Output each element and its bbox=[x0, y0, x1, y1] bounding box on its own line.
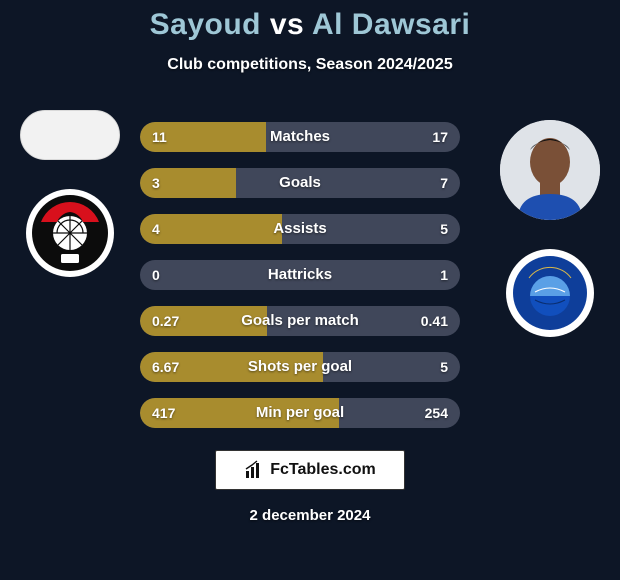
alhilal-badge-icon bbox=[505, 248, 595, 338]
stat-value-right: 5 bbox=[440, 352, 448, 382]
stat-value-right: 17 bbox=[432, 122, 448, 152]
stat-bar: Shots per goal6.67 5 bbox=[140, 352, 460, 382]
stat-value-left: 417 bbox=[152, 398, 175, 428]
site-name: FcTables.com bbox=[270, 461, 376, 479]
right-player-column bbox=[490, 120, 610, 338]
stat-bar: Goals3 7 bbox=[140, 168, 460, 198]
stat-value-right: 5 bbox=[440, 214, 448, 244]
stat-label: Assists bbox=[140, 214, 460, 244]
stat-value-left: 11 bbox=[152, 122, 167, 152]
player2-avatar-icon bbox=[500, 120, 600, 220]
stat-label: Goals bbox=[140, 168, 460, 198]
stat-value-left: 6.67 bbox=[152, 352, 179, 382]
stat-value-right: 7 bbox=[440, 168, 448, 198]
title-player2: Al Dawsari bbox=[312, 8, 470, 41]
stat-bar: Matches11 17 bbox=[140, 122, 460, 152]
comparison-infographic: Sayoud vs Al Dawsari Club competitions, … bbox=[0, 0, 620, 580]
stat-bar: Goals per match0.27 0.41 bbox=[140, 306, 460, 336]
stat-label: Min per goal bbox=[140, 398, 460, 428]
stat-value-left: 4 bbox=[152, 214, 160, 244]
stat-bar: Hattricks0 1 bbox=[140, 260, 460, 290]
stat-value-left: 3 bbox=[152, 168, 160, 198]
stat-label: Shots per goal bbox=[140, 352, 460, 382]
title-player1: Sayoud bbox=[150, 8, 261, 41]
player1-avatar bbox=[20, 110, 120, 160]
stat-value-left: 0 bbox=[152, 260, 160, 290]
stat-value-right: 0.41 bbox=[421, 306, 448, 336]
stats-bars: Matches11 17 Goals3 7 Assists4 5 Hattricks0 1 Go… bbox=[140, 122, 460, 444]
player1-club-badge bbox=[25, 188, 115, 278]
title-vs: vs bbox=[270, 8, 304, 41]
stat-value-left: 0.27 bbox=[152, 306, 179, 336]
alraed-badge-icon bbox=[25, 188, 115, 278]
site-badge: FcTables.com bbox=[215, 450, 405, 490]
player2-avatar bbox=[500, 120, 600, 220]
page-title: Sayoud vs Al Dawsari bbox=[0, 0, 620, 42]
stat-value-right: 254 bbox=[425, 398, 448, 428]
subtitle: Club competitions, Season 2024/2025 bbox=[0, 56, 620, 74]
stat-label: Goals per match bbox=[140, 306, 460, 336]
player2-club-badge bbox=[505, 248, 595, 338]
stat-bar: Min per goal417 254 bbox=[140, 398, 460, 428]
stat-value-right: 1 bbox=[440, 260, 448, 290]
stat-bar: Assists4 5 bbox=[140, 214, 460, 244]
stat-label: Matches bbox=[140, 122, 460, 152]
left-player-column bbox=[10, 110, 130, 278]
stat-label: Hattricks bbox=[140, 260, 460, 290]
footer-date: 2 december 2024 bbox=[0, 507, 620, 524]
barchart-icon bbox=[244, 460, 264, 480]
